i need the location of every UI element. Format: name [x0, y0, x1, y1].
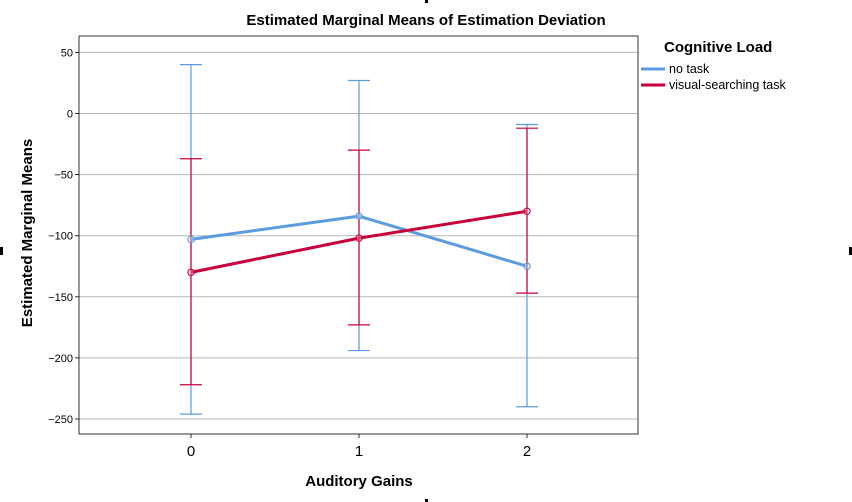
x-tick-label: 0 — [187, 443, 195, 460]
legend-title: Cognitive Load — [664, 39, 772, 56]
chart-title: Estimated Marginal Means of Estimation D… — [246, 12, 605, 29]
x-tick-label: 2 — [523, 443, 531, 460]
data-point — [355, 212, 363, 220]
legend-label: no task — [669, 62, 710, 76]
legend: Cognitive Load no task visual-searching t… — [641, 39, 786, 92]
x-axis-title: Auditory Gains — [305, 473, 413, 490]
data-point — [355, 234, 363, 242]
y-tick-label: −50 — [54, 170, 73, 182]
x-tick-label: 1 — [355, 443, 363, 460]
resize-handle — [425, 499, 428, 502]
series-line — [190, 209, 528, 274]
y-tick-label: −100 — [48, 231, 73, 243]
y-tick-label: −250 — [48, 414, 73, 426]
y-tick-label: −200 — [48, 353, 73, 365]
series-lines — [190, 209, 528, 274]
resize-handle — [849, 247, 852, 255]
data-points — [187, 207, 531, 277]
y-tick-label: 0 — [67, 109, 73, 121]
data-point — [523, 262, 531, 270]
x-axis: 0 1 2 — [187, 434, 531, 460]
y-axis-title: Estimated Marginal Means — [19, 139, 36, 327]
data-point — [187, 268, 195, 277]
series-line — [190, 214, 528, 268]
data-point — [187, 235, 195, 244]
resize-handle — [0, 247, 3, 255]
legend-label: visual-searching task — [669, 78, 786, 92]
y-axis: 50 0 −50 −100 −150 −200 −250 — [48, 47, 79, 426]
resize-handle — [425, 0, 428, 3]
y-tick-label: 50 — [61, 47, 73, 59]
data-point — [523, 207, 531, 216]
y-tick-label: −150 — [48, 292, 73, 304]
plot-frame — [78, 35, 639, 435]
